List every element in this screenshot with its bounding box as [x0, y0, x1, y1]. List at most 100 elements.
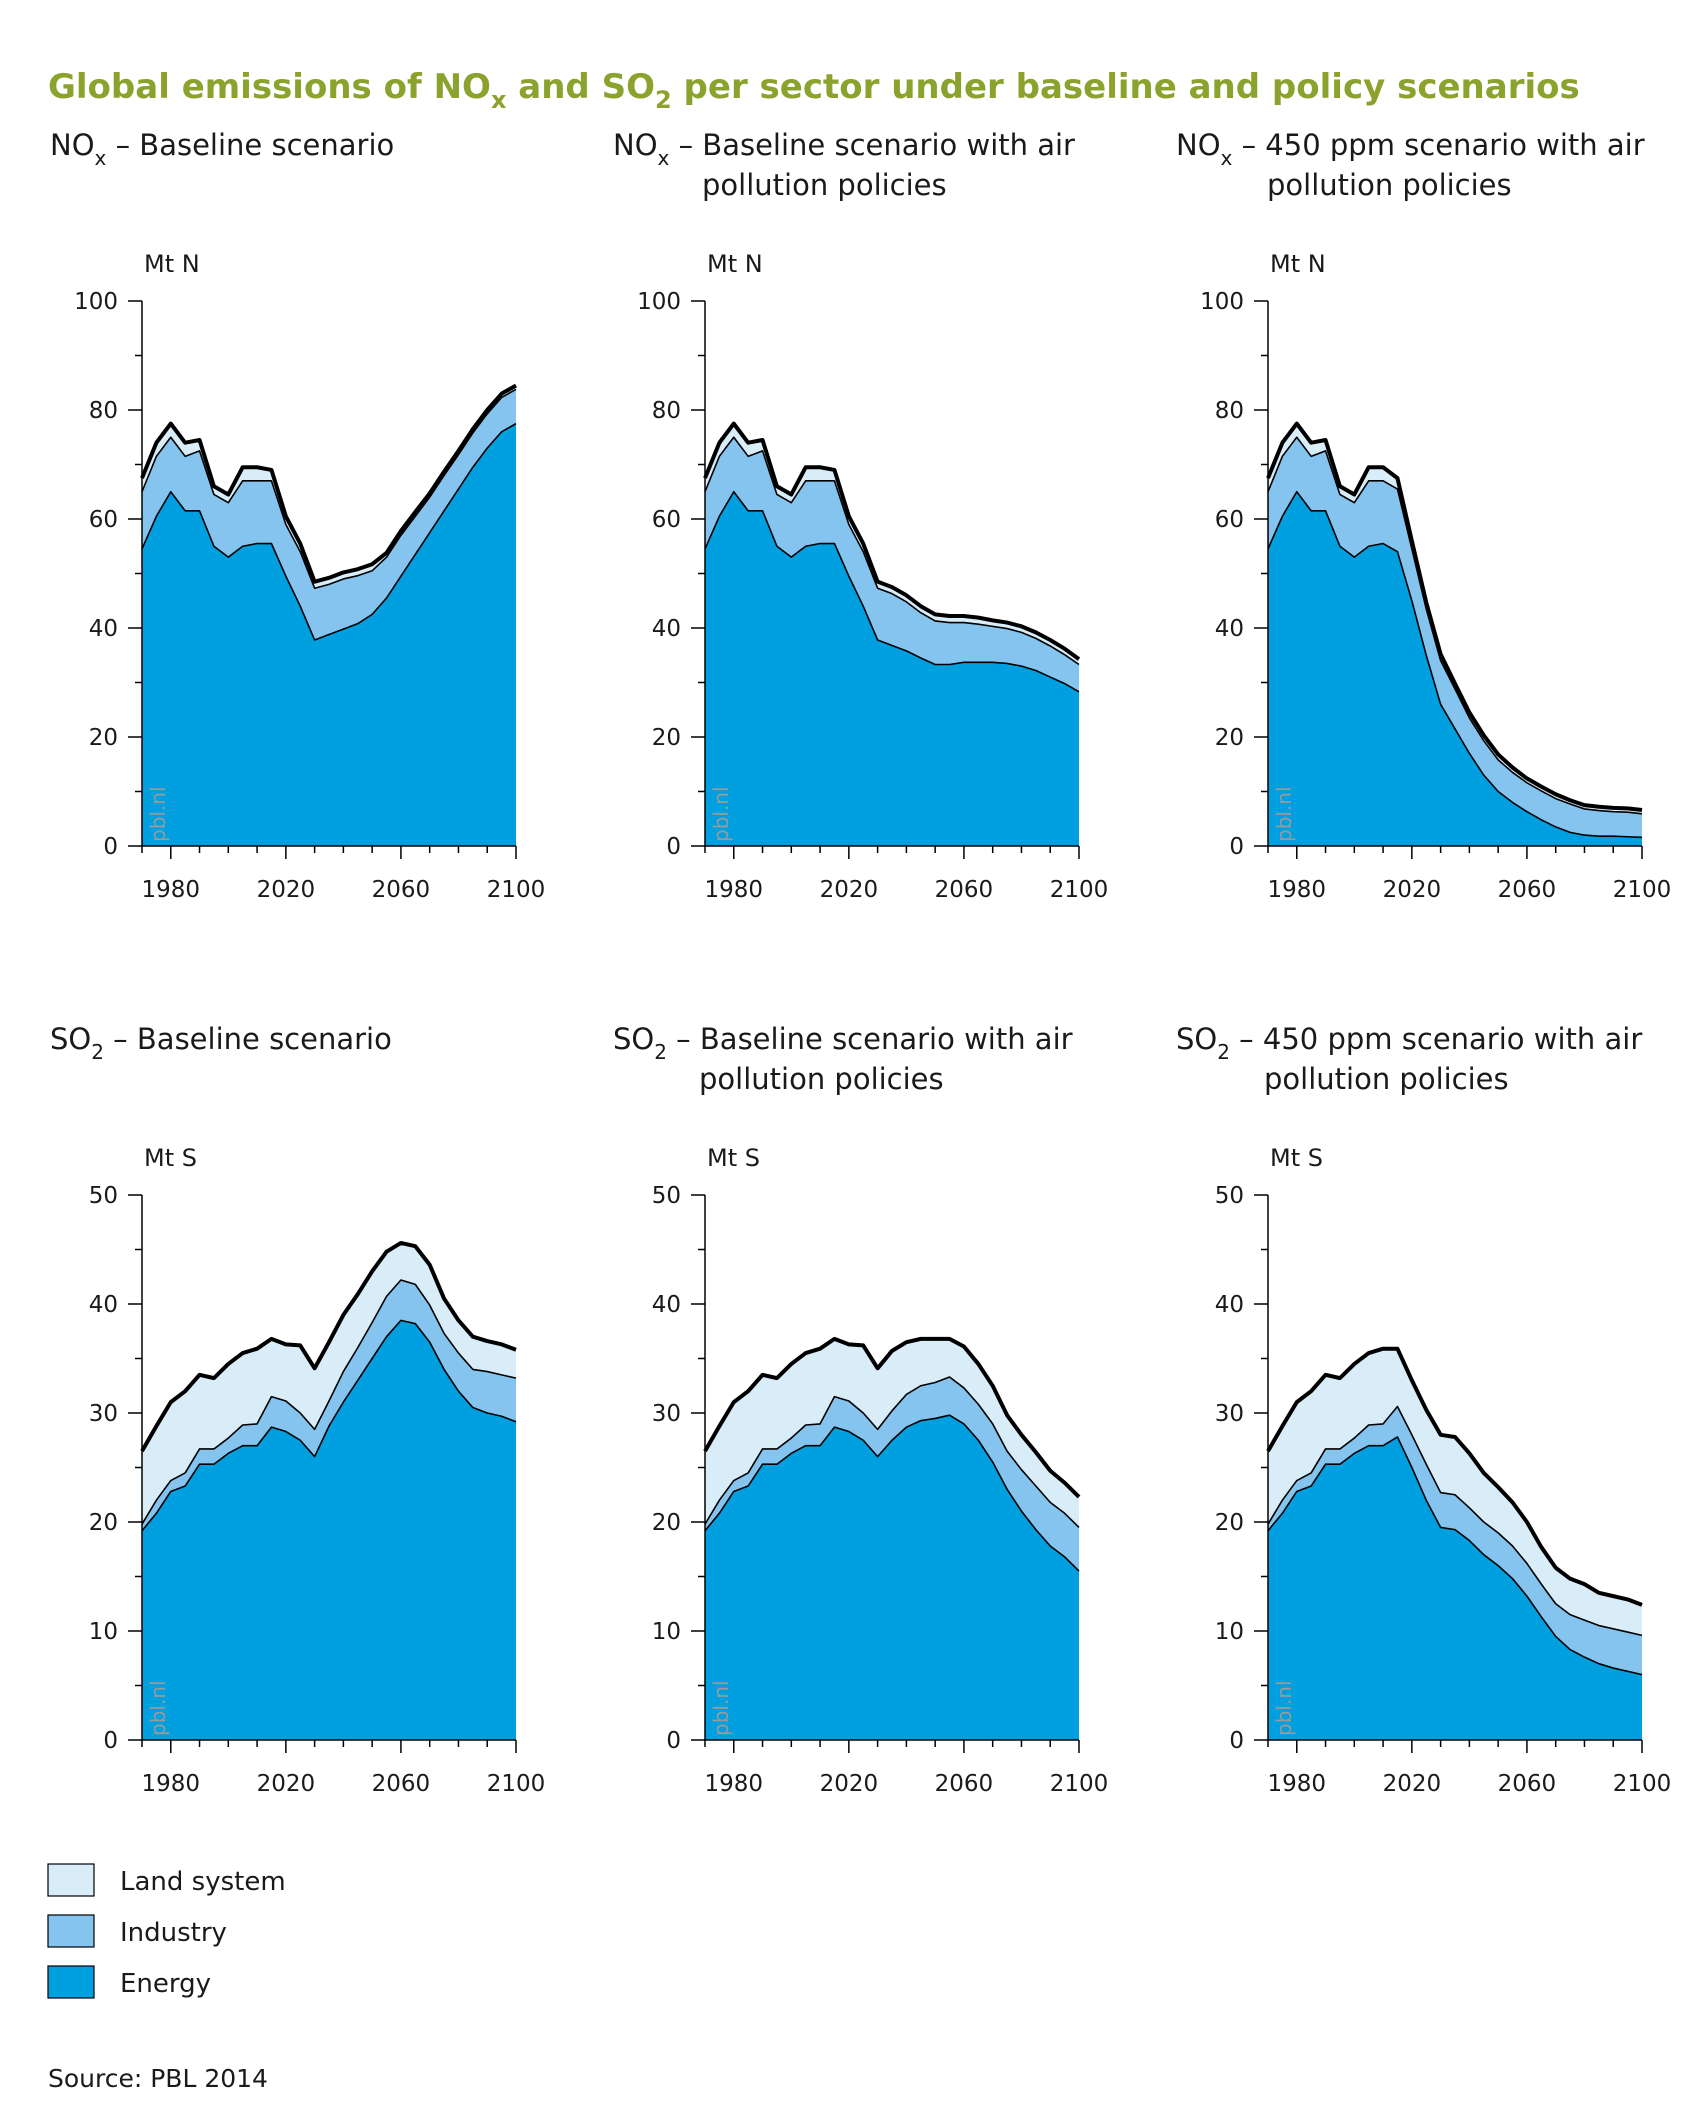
- y-tick-label: 60: [1215, 507, 1244, 533]
- y-tick-label: 30: [89, 1401, 118, 1427]
- panel-title-text: – Baseline scenario: [104, 1022, 392, 1056]
- panel-title-line2: pollution policies: [699, 1062, 944, 1096]
- y-tick-label: 40: [1215, 616, 1244, 642]
- y-tick-label: 50: [652, 1183, 681, 1209]
- boundary-energy: [1267, 490, 1643, 839]
- boundary-industry: [704, 436, 1080, 666]
- legend-label-energy: Energy: [120, 1969, 211, 1999]
- y-axis-unit: Mt S: [1270, 1144, 1323, 1172]
- chart-panel: SO2 – Baseline scenario with airpollutio…: [613, 1022, 1108, 1797]
- panel-title-line2: pollution policies: [1264, 1062, 1509, 1096]
- legend-label-land: Land system: [120, 1867, 286, 1897]
- figure-title-text: and SO: [506, 67, 655, 107]
- stack-areas: [705, 1338, 1079, 1740]
- x-tick-label: 2060: [372, 877, 431, 903]
- boundary-industry: [704, 1376, 1080, 1529]
- panel-title: NOx – 450 ppm scenario with air: [1176, 128, 1645, 170]
- x-tick-label: 1980: [704, 1771, 763, 1797]
- panel-title-text: SO: [1176, 1022, 1217, 1056]
- y-axis-unit: Mt N: [1270, 250, 1326, 278]
- y-tick-label: 80: [1215, 398, 1244, 424]
- y-axis-unit: Mt N: [144, 250, 200, 278]
- x-tick-label: 2020: [1383, 1771, 1442, 1797]
- stack-areas: [142, 1242, 516, 1740]
- figure-title: Global emissions of NOx and SO2 per sect…: [48, 67, 1580, 114]
- y-tick-label: 40: [89, 1292, 118, 1318]
- y-tick-label: 30: [652, 1401, 681, 1427]
- y-tick-label: 20: [1215, 1510, 1244, 1536]
- y-tick-label: 0: [1229, 1728, 1244, 1754]
- stack-areas: [1268, 1348, 1642, 1740]
- x-tick-label: 1980: [704, 877, 763, 903]
- total-line: [703, 1336, 1081, 1499]
- panel-title-subscript: x: [95, 146, 107, 170]
- boundary-industry: [1267, 1405, 1643, 1637]
- total-line: [1266, 421, 1643, 813]
- boundary-industry: [141, 388, 517, 590]
- y-tick-label: 10: [1215, 1619, 1244, 1645]
- y-tick-label: 0: [1229, 834, 1244, 860]
- stack-areas: [1268, 423, 1642, 846]
- y-tick-label: 10: [652, 1619, 681, 1645]
- boundary-industry: [141, 1279, 517, 1525]
- x-tick-label: 2020: [820, 877, 879, 903]
- stack-areas: [142, 385, 516, 846]
- chart-panel: SO2 – Baseline scenario Mt S 0 10 20 30 40 50 19…: [50, 1022, 545, 1797]
- x-tick-label: 2100: [1613, 1771, 1672, 1797]
- panel-title-subscript: x: [1221, 146, 1233, 170]
- x-tick-label: 2060: [372, 1771, 431, 1797]
- area-energy: [705, 491, 1079, 846]
- boundary-energy: [704, 490, 1080, 693]
- legend: Land system Industry Energy: [47, 1863, 286, 1999]
- total-line: [140, 383, 517, 584]
- watermark: pbl.nl: [709, 1680, 733, 1736]
- x-tick-label: 2100: [487, 1771, 546, 1797]
- x-tick-label: 2100: [1613, 877, 1672, 903]
- x-tick-label: 2060: [1498, 1771, 1557, 1797]
- y-tick-label: 100: [1200, 289, 1244, 315]
- watermark: pbl.nl: [1272, 1680, 1296, 1736]
- boundary-energy: [704, 1414, 1080, 1572]
- panel-title-line2: pollution policies: [1267, 168, 1512, 202]
- chart-panel: SO2 – 450 ppm scenario with airpollution…: [1176, 1022, 1671, 1797]
- y-tick-label: 20: [89, 725, 118, 751]
- panel-title: NOx – Baseline scenario: [50, 128, 394, 170]
- watermark: pbl.nl: [146, 1680, 170, 1736]
- total-line: [1266, 1346, 1643, 1607]
- panel-title-subscript: 2: [91, 1040, 104, 1064]
- y-tick-label: 40: [652, 616, 681, 642]
- total-line: [703, 421, 1081, 661]
- y-tick-label: 40: [1215, 1292, 1244, 1318]
- x-tick-label: 2020: [1383, 877, 1442, 903]
- panel-title: SO2 – 450 ppm scenario with air: [1176, 1022, 1642, 1064]
- y-tick-label: 60: [89, 507, 118, 533]
- x-tick-label: 2060: [935, 877, 994, 903]
- x-tick-label: 1980: [1267, 877, 1326, 903]
- panel-title-text: SO: [613, 1022, 654, 1056]
- y-tick-label: 80: [89, 398, 118, 424]
- panel-title-subscript: x: [658, 146, 670, 170]
- figure-title-text: per sector under baseline and policy sce…: [672, 67, 1580, 107]
- x-tick-label: 2100: [487, 877, 546, 903]
- legend-swatch-land: [47, 1863, 95, 1897]
- panel-title-text: – 450 ppm scenario with air: [1230, 1022, 1642, 1056]
- y-tick-label: 20: [652, 725, 681, 751]
- panel-title: SO2 – Baseline scenario: [50, 1022, 392, 1064]
- panel-title-text: SO: [50, 1022, 91, 1056]
- y-axis-unit: Mt S: [144, 1144, 197, 1172]
- boundary-industry: [1267, 436, 1643, 815]
- area-energy: [705, 1415, 1079, 1740]
- x-tick-label: 1980: [141, 1771, 200, 1797]
- panel-title-subscript: 2: [654, 1040, 667, 1064]
- y-tick-label: 50: [89, 1183, 118, 1209]
- watermark: pbl.nl: [709, 786, 733, 842]
- y-tick-label: 20: [89, 1510, 118, 1536]
- y-tick-label: 60: [652, 507, 681, 533]
- total-line: [140, 1240, 517, 1453]
- chart-panel: NOx – Baseline scenario Mt N 0 20 40 60 80 100 1…: [50, 128, 545, 903]
- panel-title: NOx – Baseline scenario with air: [613, 128, 1075, 170]
- y-axis-unit: Mt N: [707, 250, 763, 278]
- boundary-energy: [141, 422, 517, 641]
- source-note: Source: PBL 2014: [48, 2064, 268, 2093]
